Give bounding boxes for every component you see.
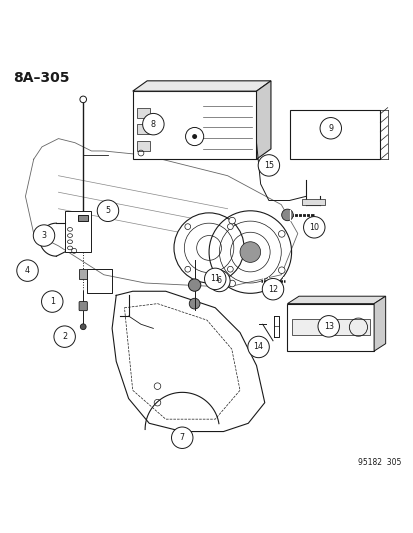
Polygon shape xyxy=(287,296,385,304)
Text: 1: 1 xyxy=(50,297,55,306)
Text: 10: 10 xyxy=(309,223,318,232)
Text: 14: 14 xyxy=(253,343,263,351)
FancyBboxPatch shape xyxy=(137,124,150,134)
Text: 95182  305: 95182 305 xyxy=(357,458,400,466)
FancyBboxPatch shape xyxy=(291,319,369,335)
Circle shape xyxy=(173,213,244,283)
Circle shape xyxy=(258,155,279,176)
Circle shape xyxy=(189,298,199,309)
Circle shape xyxy=(227,266,233,272)
Circle shape xyxy=(17,260,38,281)
Circle shape xyxy=(240,242,260,262)
Circle shape xyxy=(278,267,285,273)
Circle shape xyxy=(33,225,55,246)
Text: 13: 13 xyxy=(323,322,333,331)
Text: 7: 7 xyxy=(179,433,184,442)
Circle shape xyxy=(142,114,164,135)
Circle shape xyxy=(228,217,235,224)
Circle shape xyxy=(247,336,268,358)
Text: 8A–305: 8A–305 xyxy=(13,70,69,85)
Circle shape xyxy=(80,96,86,103)
Text: 9: 9 xyxy=(328,124,332,133)
Circle shape xyxy=(281,209,292,221)
Text: 5: 5 xyxy=(105,206,110,215)
Text: 4: 4 xyxy=(25,266,30,275)
Text: 3: 3 xyxy=(41,231,46,240)
Circle shape xyxy=(185,224,190,230)
Text: 8: 8 xyxy=(150,119,155,128)
FancyBboxPatch shape xyxy=(79,302,87,311)
Circle shape xyxy=(204,268,225,289)
Circle shape xyxy=(208,270,230,292)
Circle shape xyxy=(228,280,235,287)
Text: 15: 15 xyxy=(263,161,273,170)
Text: 11: 11 xyxy=(210,274,220,284)
Polygon shape xyxy=(133,81,270,91)
Circle shape xyxy=(80,324,86,329)
Circle shape xyxy=(278,231,285,237)
Text: 2: 2 xyxy=(62,332,67,341)
Polygon shape xyxy=(256,81,270,159)
Circle shape xyxy=(54,326,75,348)
FancyBboxPatch shape xyxy=(79,269,87,279)
FancyBboxPatch shape xyxy=(287,304,373,351)
Circle shape xyxy=(303,216,324,238)
Circle shape xyxy=(41,291,63,312)
Circle shape xyxy=(192,134,197,139)
Text: 6: 6 xyxy=(216,277,221,286)
FancyBboxPatch shape xyxy=(301,199,324,205)
Circle shape xyxy=(227,224,233,230)
Polygon shape xyxy=(373,296,385,351)
FancyBboxPatch shape xyxy=(64,211,91,252)
Circle shape xyxy=(171,427,192,448)
FancyBboxPatch shape xyxy=(133,91,256,159)
FancyBboxPatch shape xyxy=(137,141,150,151)
FancyBboxPatch shape xyxy=(137,108,150,118)
FancyBboxPatch shape xyxy=(78,214,88,221)
Circle shape xyxy=(185,266,190,272)
Circle shape xyxy=(317,316,339,337)
Text: 12: 12 xyxy=(267,285,278,294)
Circle shape xyxy=(262,278,283,300)
Circle shape xyxy=(188,279,200,291)
FancyBboxPatch shape xyxy=(289,110,380,159)
Circle shape xyxy=(97,200,119,222)
Circle shape xyxy=(319,118,341,139)
